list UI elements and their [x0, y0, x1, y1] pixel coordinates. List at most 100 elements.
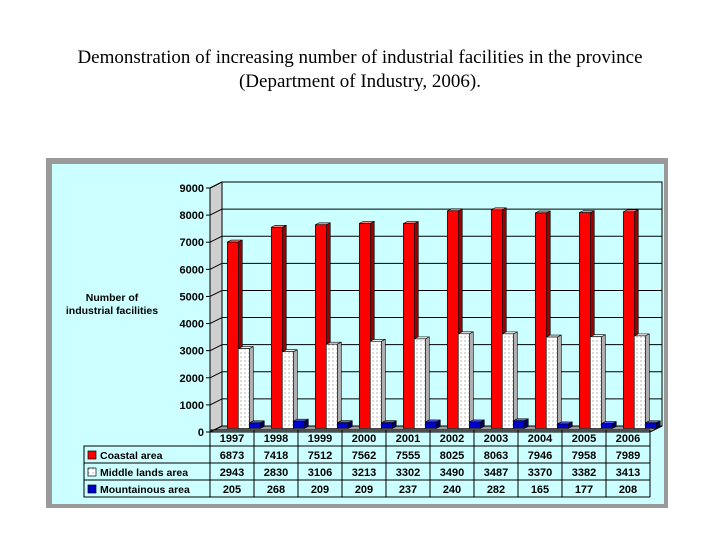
y-tick-label: 2000: [180, 373, 204, 385]
data-value: 3370: [528, 467, 552, 479]
category-label: 2002: [440, 433, 464, 445]
middle-lands-bar: [633, 335, 646, 429]
y-tick-label: 0: [198, 427, 204, 439]
y-tick-label: 8000: [180, 210, 204, 222]
legend-label: Coastal area: [100, 450, 163, 462]
category-label: 2004: [528, 433, 553, 445]
gridline-side: [209, 262, 223, 270]
coastal-bar: [446, 210, 459, 429]
middle-lands-bar: [325, 343, 338, 429]
middle-lands-bar: [457, 333, 470, 429]
data-value: 3213: [352, 467, 376, 479]
middle-lands-legend-key: [87, 467, 97, 477]
middle-lands-bar: [281, 351, 294, 429]
mountainous-bar: [556, 423, 569, 429]
coastal-bar: [402, 223, 415, 429]
data-value: 2943: [220, 467, 244, 479]
middle-lands-bar: [545, 336, 558, 429]
data-value: 8063: [484, 450, 508, 462]
middle-lands-bar-side: [600, 334, 606, 429]
coastal-bar: [226, 241, 239, 429]
middle-lands-bar-side: [512, 331, 518, 429]
mountainous-bar: [380, 422, 393, 429]
y-tick-label: 9000: [180, 183, 204, 195]
legend-label: Middle lands area: [100, 467, 188, 479]
data-value: 7989: [616, 450, 640, 462]
data-value: 2830: [264, 467, 288, 479]
gridline-side: [209, 317, 223, 325]
data-value: 3413: [616, 467, 640, 479]
data-value: 3302: [396, 467, 420, 479]
middle-lands-bar-side: [380, 338, 386, 429]
data-value: 237: [399, 484, 417, 496]
gridline-side: [209, 289, 223, 297]
y-axis-label-line1: Number of: [85, 292, 139, 304]
category-label: 2003: [484, 433, 508, 445]
mountainous-bar: [512, 420, 525, 429]
data-value: 205: [223, 484, 241, 496]
mountainous-bar: [644, 422, 657, 429]
y-tick-label: 3000: [180, 346, 204, 358]
chart-title-line2: (Department of Industry, 2006).: [238, 71, 481, 92]
data-value: 8025: [440, 450, 464, 462]
middle-lands-bar-side: [644, 333, 650, 429]
data-value: 209: [355, 484, 373, 496]
category-label: 2006: [616, 433, 640, 445]
y-tick-label: 1000: [180, 400, 204, 412]
coastal-bar: [314, 224, 327, 429]
middle-lands-bar: [589, 336, 602, 429]
data-value: 3106: [308, 467, 332, 479]
middle-lands-bar: [237, 348, 250, 429]
plot-side-wall: [209, 181, 223, 433]
legend-label: Mountainous area: [100, 484, 190, 496]
mountainous-bar: [336, 422, 349, 429]
coastal-bar: [578, 212, 591, 429]
data-value: 3490: [440, 467, 464, 479]
middle-lands-bar-side: [468, 331, 474, 429]
coastal-bar: [622, 211, 635, 429]
mountainous-bar: [292, 420, 305, 429]
mountainous-bar: [248, 422, 261, 429]
category-label: 1997: [220, 433, 244, 445]
coastal-bar: [490, 209, 503, 429]
y-tick-label: 7000: [180, 237, 204, 249]
gridline-side: [209, 208, 223, 216]
data-value: 7555: [396, 450, 420, 462]
coastal-bar: [358, 223, 371, 429]
data-value: 209: [311, 484, 329, 496]
data-value: 3382: [572, 467, 596, 479]
middle-lands-bar: [413, 338, 426, 429]
y-axis-label-line2: industrial facilities: [65, 305, 159, 317]
middle-lands-bar-side: [424, 336, 430, 429]
data-value: 240: [443, 484, 461, 496]
data-value: 6873: [220, 450, 244, 462]
gridline-side: [209, 235, 223, 243]
middle-lands-bar-side: [336, 341, 342, 429]
gridline-side: [209, 344, 223, 352]
middle-lands-bar-side: [248, 346, 254, 429]
data-value: 7958: [572, 450, 596, 462]
y-tick-label: 4000: [180, 319, 204, 331]
middle-lands-bar-side: [556, 334, 562, 429]
data-value: 3487: [484, 467, 508, 479]
data-value: 7418: [264, 450, 288, 462]
y-tick-label: 5000: [180, 291, 204, 303]
mountainous-bar: [424, 421, 437, 429]
data-value: 177: [575, 484, 593, 496]
y-tick-label: 6000: [180, 264, 204, 276]
category-label: 1999: [308, 433, 332, 445]
data-value: 7562: [352, 450, 376, 462]
gridline-side: [209, 398, 223, 406]
data-value: 282: [487, 484, 505, 496]
coastal-bar: [534, 212, 547, 429]
data-value: 7946: [528, 450, 552, 462]
data-value: 268: [267, 484, 285, 496]
y-axis-label: Number of industrial facilities: [50, 292, 174, 318]
middle-lands-bar: [501, 333, 514, 429]
middle-lands-bar-side: [292, 349, 298, 429]
data-value: 165: [531, 484, 549, 496]
category-label: 2005: [572, 433, 596, 445]
chart-title-line1: Demonstration of increasing number of in…: [77, 47, 643, 68]
gridline-side: [209, 371, 223, 379]
